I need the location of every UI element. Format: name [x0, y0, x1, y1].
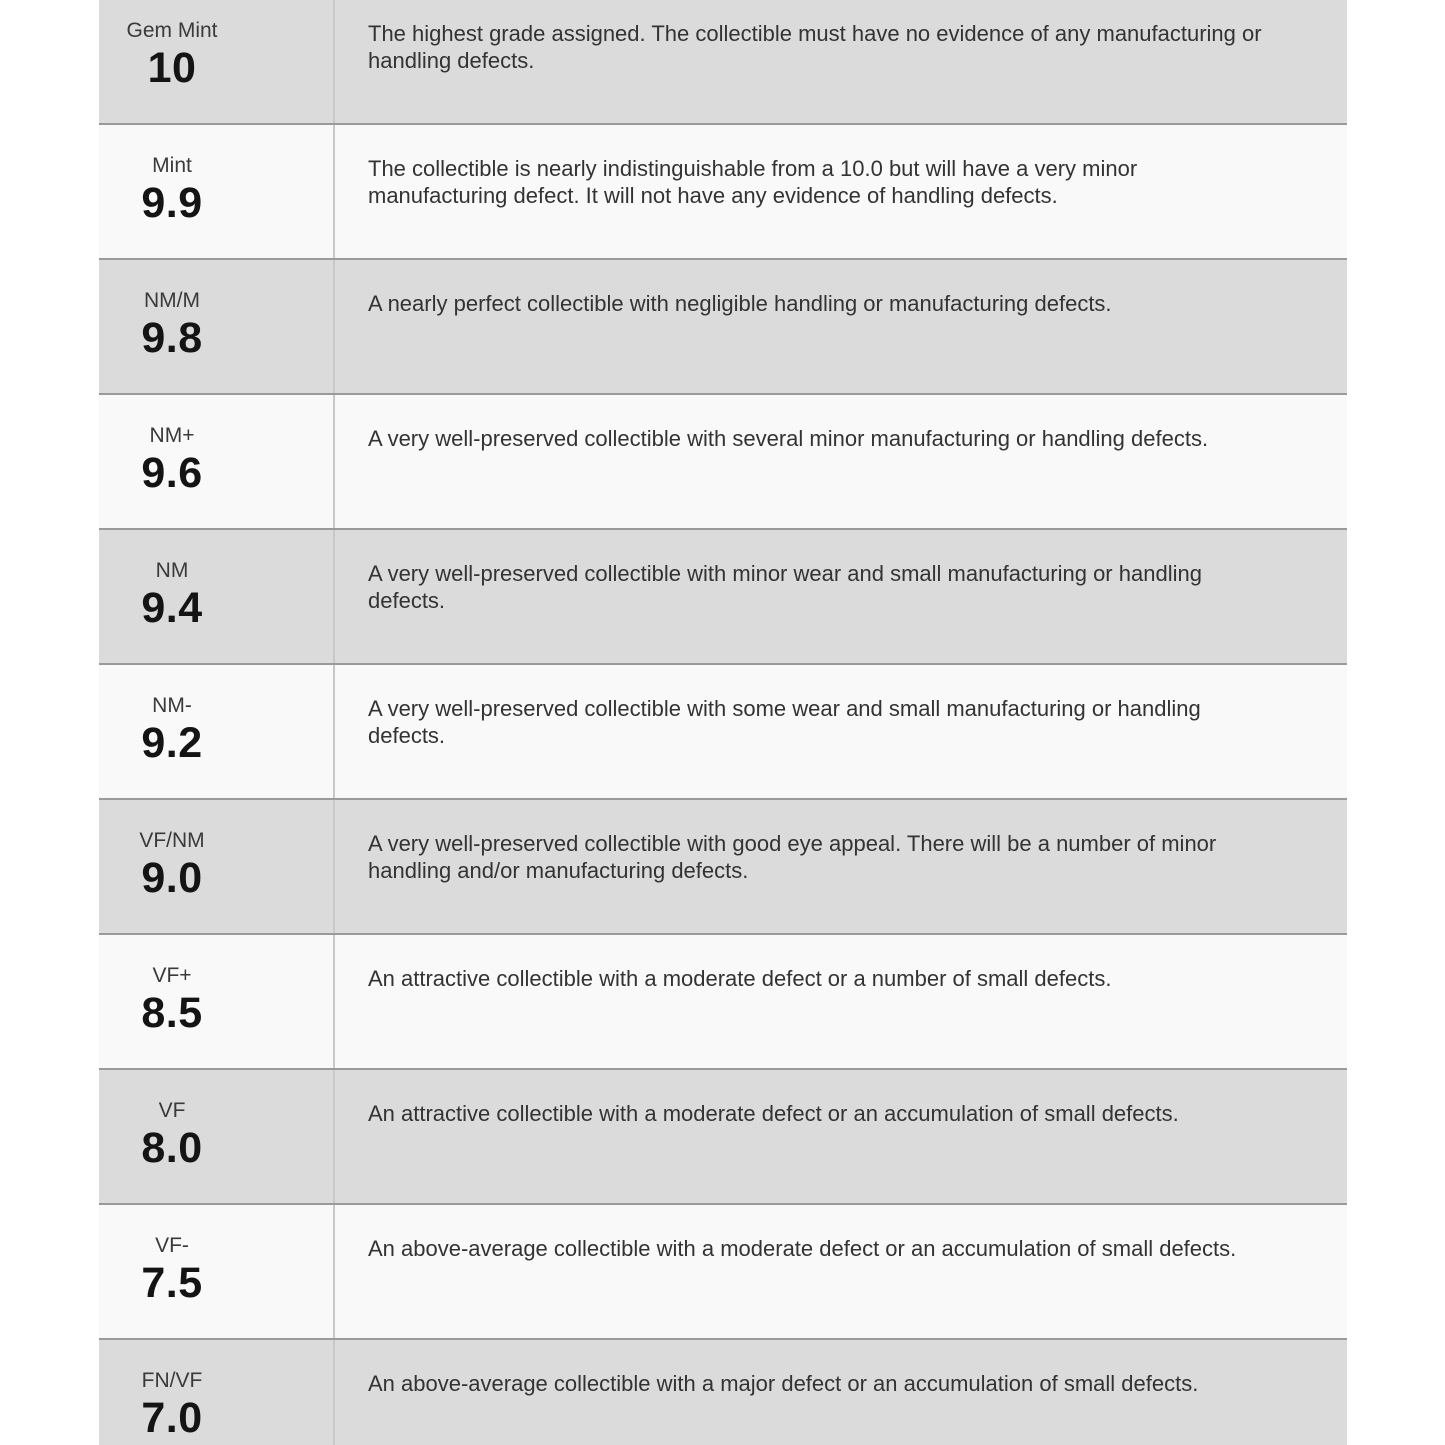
grade-cell: NM+ 9.6: [99, 395, 335, 528]
grade-label: NM+: [149, 424, 195, 447]
grade-cell: FN/VF 7.0: [99, 1340, 335, 1445]
grade-number: 9.2: [141, 719, 203, 767]
grade-description: A very well-preserved collectible with m…: [368, 561, 1202, 613]
grade-description: An attractive collectible with a moderat…: [368, 966, 1112, 991]
grade-description: A very well-preserved collectible with s…: [368, 696, 1201, 748]
grade-row: Gem Mint 10 The highest grade assigned. …: [99, 0, 1347, 123]
grade-cell: Mint 9.9: [99, 125, 335, 258]
grade-number: 8.0: [141, 1124, 203, 1172]
grade-description: A very well-preserved collectible with g…: [368, 831, 1217, 883]
grade-label: FN/VF: [141, 1369, 203, 1392]
grade-row: VF+ 8.5 An attractive collectible with a…: [99, 933, 1347, 1068]
grade-row: NM- 9.2 A very well-preserved collectibl…: [99, 663, 1347, 798]
grade-description: The highest grade assigned. The collecti…: [368, 21, 1262, 73]
grade-label: NM-: [152, 694, 192, 717]
grade-label: VF-: [155, 1234, 189, 1257]
grade-row: NM 9.4 A very well-preserved collectible…: [99, 528, 1347, 663]
grade-number: 9.8: [141, 314, 203, 362]
grade-cell: Gem Mint 10: [99, 0, 335, 123]
grade-cell: NM/M 9.8: [99, 260, 335, 393]
grade-description: An above-average collectible with a majo…: [368, 1371, 1199, 1396]
grade-label: Mint: [152, 154, 192, 177]
grade-row: VF 8.0 An attractive collectible with a …: [99, 1068, 1347, 1203]
grade-row: VF/NM 9.0 A very well-preserved collecti…: [99, 798, 1347, 933]
grade-number: 8.5: [141, 989, 203, 1037]
grade-number: 9.6: [141, 449, 203, 497]
grade-cell: VF+ 8.5: [99, 935, 335, 1068]
grade-description: The collectible is nearly indistinguisha…: [368, 156, 1138, 208]
grade-number: 7.0: [141, 1394, 203, 1442]
grade-cell: VF 8.0: [99, 1070, 335, 1203]
grade-number: 7.5: [141, 1259, 203, 1307]
grading-scale-table: Gem Mint 10 The highest grade assigned. …: [99, 0, 1347, 1445]
grade-description: A very well-preserved collectible with s…: [368, 426, 1209, 451]
grade-row: NM+ 9.6 A very well-preserved collectibl…: [99, 393, 1347, 528]
grade-row: VF- 7.5 An above-average collectible wit…: [99, 1203, 1347, 1338]
grade-label: VF+: [152, 964, 192, 987]
grade-row: Mint 9.9 The collectible is nearly indis…: [99, 123, 1347, 258]
grade-cell: NM- 9.2: [99, 665, 335, 798]
grade-row: FN/VF 7.0 An above-average collectible w…: [99, 1338, 1347, 1445]
grade-label: NM/M: [144, 289, 200, 312]
grade-number: 10: [147, 44, 197, 92]
grade-cell: VF/NM 9.0: [99, 800, 335, 933]
grade-label: Gem Mint: [126, 19, 218, 42]
grade-description: An attractive collectible with a moderat…: [368, 1101, 1179, 1126]
grade-number: 9.9: [141, 179, 203, 227]
grade-row: NM/M 9.8 A nearly perfect collectible wi…: [99, 258, 1347, 393]
grade-label: NM: [155, 559, 189, 582]
grade-description: A nearly perfect collectible with neglig…: [368, 291, 1112, 316]
grade-cell: VF- 7.5: [99, 1205, 335, 1338]
grade-cell: NM 9.4: [99, 530, 335, 663]
grade-description: An above-average collectible with a mode…: [368, 1236, 1237, 1261]
grade-number: 9.4: [141, 584, 203, 632]
grade-label: VF: [158, 1099, 186, 1122]
grade-number: 9.0: [141, 854, 203, 902]
grade-label: VF/NM: [139, 829, 205, 852]
